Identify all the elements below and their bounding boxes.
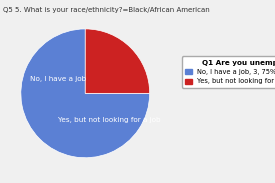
Text: No, I have a job: No, I have a job: [30, 76, 86, 82]
Wedge shape: [85, 29, 150, 93]
Text: Q5 5. What is your race/ethnicity?=Black/African American: Q5 5. What is your race/ethnicity?=Black…: [3, 7, 210, 13]
Text: Yes, but not looking for a job: Yes, but not looking for a job: [58, 117, 161, 123]
Wedge shape: [21, 29, 150, 158]
Legend: No, I have a job, 3, 75%, Yes, but not looking for a job, 1, 25%: No, I have a job, 3, 75%, Yes, but not l…: [182, 56, 275, 88]
